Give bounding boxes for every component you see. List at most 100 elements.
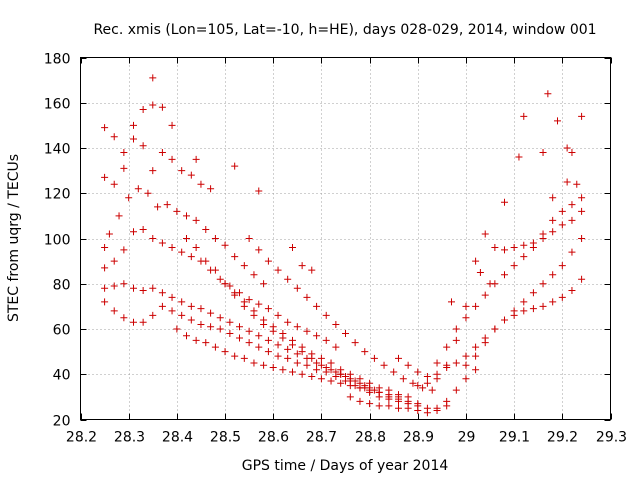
data-point bbox=[289, 368, 296, 376]
series-isolated bbox=[149, 74, 586, 306]
data-point bbox=[308, 354, 316, 362]
series-arc-14 bbox=[414, 207, 586, 390]
x-tick-label: 28.7 bbox=[306, 430, 337, 446]
data-point bbox=[395, 404, 402, 412]
data-point bbox=[236, 334, 243, 342]
data-point bbox=[139, 225, 147, 233]
data-point bbox=[293, 359, 301, 367]
data-point bbox=[452, 386, 460, 394]
series-arc-15 bbox=[433, 194, 586, 367]
data-point bbox=[101, 244, 109, 252]
data-point bbox=[332, 343, 340, 351]
data-point bbox=[211, 343, 219, 351]
data-point bbox=[120, 246, 128, 254]
data-point bbox=[385, 386, 393, 394]
data-point bbox=[433, 406, 441, 414]
data-point bbox=[462, 361, 470, 369]
data-point bbox=[279, 366, 287, 374]
data-point bbox=[472, 343, 480, 351]
data-point bbox=[130, 228, 137, 236]
data-point bbox=[298, 262, 306, 270]
data-point bbox=[178, 298, 186, 306]
data-point bbox=[183, 332, 190, 340]
x-tick-label: 28.8 bbox=[355, 430, 386, 446]
y-tick-label: 140 bbox=[44, 142, 71, 158]
data-point bbox=[462, 352, 470, 360]
data-point bbox=[197, 180, 205, 188]
data-point bbox=[554, 117, 561, 125]
data-point bbox=[192, 336, 200, 344]
data-point bbox=[313, 332, 321, 340]
data-point bbox=[149, 74, 157, 82]
data-point bbox=[115, 212, 123, 220]
y-tick-label: 20 bbox=[53, 414, 71, 430]
data-point bbox=[231, 291, 239, 299]
data-point bbox=[327, 359, 335, 367]
data-point bbox=[134, 185, 142, 193]
data-point bbox=[255, 246, 263, 254]
data-point bbox=[293, 323, 301, 331]
data-point bbox=[308, 266, 316, 274]
data-point bbox=[202, 225, 210, 233]
data-point bbox=[481, 339, 489, 347]
data-point bbox=[472, 366, 480, 374]
data-point bbox=[221, 348, 229, 356]
data-point bbox=[356, 397, 364, 405]
data-point bbox=[216, 325, 224, 333]
data-point bbox=[539, 280, 547, 288]
data-point bbox=[245, 327, 253, 335]
x-tick-label: 28.5 bbox=[210, 430, 241, 446]
data-point bbox=[197, 305, 205, 313]
x-tick-label: 28.4 bbox=[162, 430, 193, 446]
y-tick-label: 100 bbox=[44, 233, 71, 249]
data-point bbox=[313, 366, 321, 374]
data-point bbox=[226, 282, 234, 290]
data-point bbox=[395, 354, 402, 362]
data-point bbox=[110, 307, 118, 315]
data-point bbox=[385, 395, 393, 403]
data-point bbox=[149, 284, 157, 292]
series-arc-2 bbox=[101, 135, 215, 193]
y-tick-label: 120 bbox=[44, 187, 71, 203]
data-point bbox=[486, 280, 494, 288]
data-point bbox=[452, 359, 460, 367]
data-point bbox=[284, 318, 292, 326]
data-point bbox=[274, 341, 282, 349]
data-point bbox=[158, 239, 166, 247]
data-point bbox=[539, 149, 547, 157]
series-arc-12 bbox=[346, 366, 480, 417]
data-point bbox=[197, 320, 205, 328]
data-point bbox=[178, 248, 186, 256]
data-point bbox=[539, 230, 547, 238]
y-tick-label: 80 bbox=[53, 278, 71, 294]
data-point bbox=[231, 352, 239, 360]
data-point bbox=[414, 382, 422, 390]
data-point bbox=[231, 162, 239, 170]
data-point bbox=[549, 271, 557, 279]
x-tick-label: 29.3 bbox=[596, 430, 627, 446]
data-point bbox=[289, 244, 296, 252]
data-point bbox=[491, 244, 499, 252]
data-point bbox=[187, 302, 195, 310]
data-point bbox=[332, 373, 340, 381]
data-point bbox=[568, 287, 576, 295]
data-point bbox=[298, 370, 306, 378]
data-point bbox=[399, 375, 407, 383]
data-point bbox=[332, 320, 340, 328]
data-point bbox=[110, 257, 118, 265]
data-point bbox=[443, 361, 451, 369]
data-point bbox=[274, 311, 282, 319]
data-point bbox=[149, 167, 157, 175]
data-point bbox=[240, 262, 248, 270]
data-point bbox=[298, 348, 306, 356]
data-point bbox=[110, 180, 118, 188]
data-point bbox=[443, 397, 451, 405]
data-point bbox=[207, 309, 215, 317]
data-point bbox=[269, 327, 277, 335]
data-point bbox=[476, 268, 484, 276]
axis-ticks bbox=[80, 57, 612, 421]
data-point bbox=[202, 257, 210, 265]
data-point bbox=[370, 354, 378, 362]
data-point bbox=[568, 248, 576, 256]
